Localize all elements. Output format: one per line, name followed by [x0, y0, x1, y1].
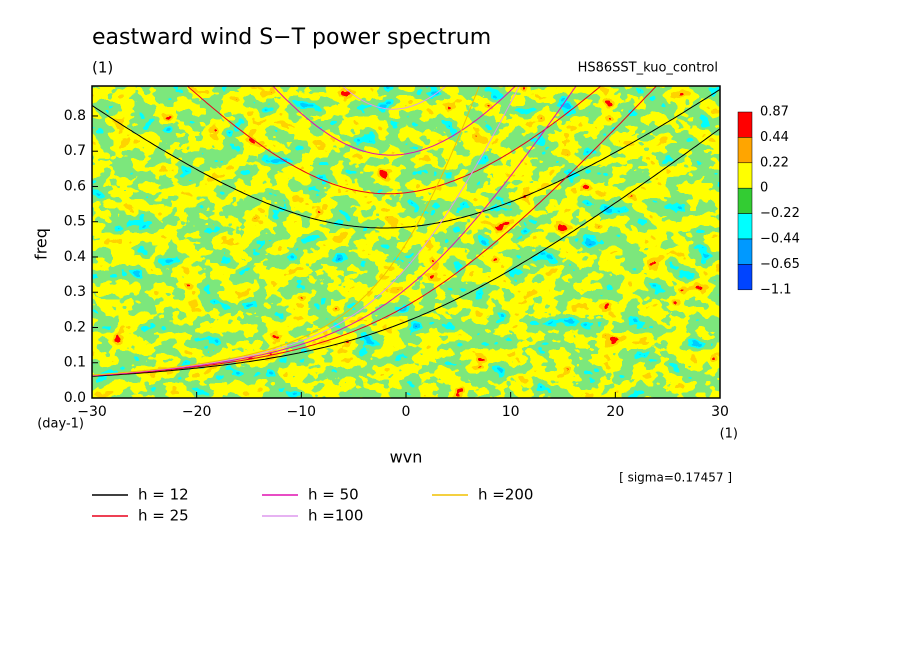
x-tick-label: −20	[182, 404, 212, 420]
legend-label: h =200	[478, 486, 533, 504]
y-tick-label: 0.5	[64, 214, 86, 230]
y-tick-label: 0.8	[64, 108, 86, 124]
chart-title: eastward wind S−T power spectrum	[92, 25, 491, 50]
colorbar-box	[737, 264, 753, 291]
y-tick-label: 0.7	[64, 143, 86, 159]
dispersion-curve	[92, 86, 480, 376]
colorbar-label: 0.87	[760, 105, 789, 120]
y-tick-label: 0.1	[64, 355, 86, 371]
y-tick-label: 0.6	[64, 178, 86, 194]
colorbar-box	[737, 238, 753, 265]
colorbar-label: −0.22	[760, 206, 800, 221]
y-tick-label: 0.3	[64, 284, 86, 300]
colorbar-label: 0	[760, 181, 768, 196]
x-axis-label: wvn	[390, 448, 423, 467]
colorbar-label: 0.44	[760, 130, 789, 145]
legend-label: h = 50	[308, 486, 359, 504]
y-axis-label: freq	[32, 228, 51, 260]
legend-label: h = 12	[138, 486, 189, 504]
legend-label: h =100	[308, 507, 363, 525]
y-unit: (day-1)	[37, 417, 84, 432]
x-tick-label: 30	[711, 404, 729, 420]
dispersion-curve	[92, 86, 577, 376]
experiment-label: HS86SST_kuo_control	[578, 61, 718, 76]
x-tick-label: −10	[287, 404, 317, 420]
colorbar-box	[737, 213, 753, 240]
dispersion-curve	[92, 86, 520, 376]
colorbar-box	[737, 137, 753, 164]
colorbar-box	[737, 187, 753, 214]
dispersion-curve	[92, 88, 720, 377]
colorbar-box	[737, 162, 753, 189]
y-tick-label: 0.0	[64, 390, 86, 406]
subtitle: (1)	[92, 59, 113, 77]
colorbar-label: −0.65	[760, 257, 800, 272]
x-tick-label: 10	[502, 404, 520, 420]
x-tick-label: 0	[402, 404, 411, 420]
y-tick-label: 0.2	[64, 319, 86, 335]
x-tick-label: 20	[606, 404, 624, 420]
colorbar-box	[737, 111, 753, 138]
y-tick-label: 0.4	[64, 249, 86, 265]
legend-label: h = 25	[138, 507, 189, 525]
colorbar-label: −1.1	[760, 282, 792, 297]
dispersion-curve	[92, 86, 658, 377]
x-unit: (1)	[720, 427, 738, 442]
colorbar-label: −0.44	[760, 232, 800, 247]
sigma-annotation: [ sigma=0.17457 ]	[619, 471, 732, 485]
colorbar-label: 0.22	[760, 155, 789, 170]
x-tick-label: −30	[77, 404, 107, 420]
spectrum-field	[92, 86, 720, 398]
dispersion-curves	[92, 86, 720, 377]
